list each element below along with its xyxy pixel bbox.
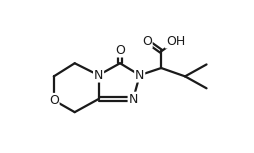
Text: O: O <box>49 94 59 107</box>
Text: N: N <box>129 93 138 106</box>
Text: O: O <box>142 35 152 48</box>
Text: O: O <box>115 44 125 57</box>
Text: OH: OH <box>166 35 185 48</box>
Text: N: N <box>135 69 145 82</box>
Text: N: N <box>94 69 103 82</box>
